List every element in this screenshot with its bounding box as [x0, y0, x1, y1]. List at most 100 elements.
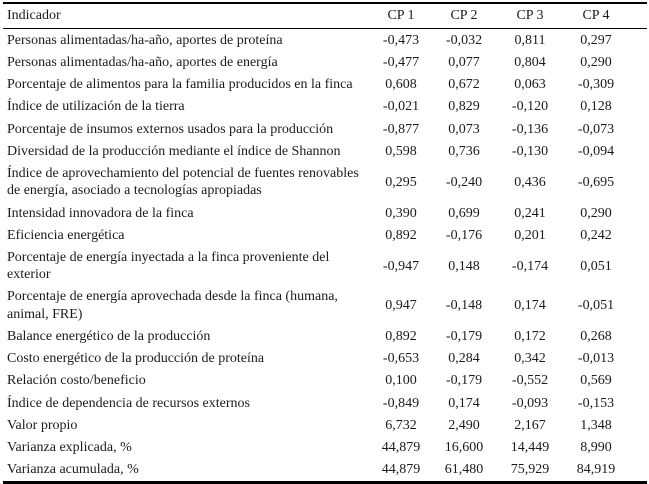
indicator-cell: Personas alimentadas/ha-año, aportes de …: [7, 54, 278, 70]
indicator-cell: Balance energético de la producción: [7, 328, 211, 344]
value-cell: 0,201: [514, 227, 546, 243]
value-cell: -0,179: [445, 373, 483, 389]
value-cell: 0,569: [580, 373, 612, 389]
indicator-cell: Porcentaje de insumos externos usados pa…: [7, 121, 334, 137]
indicator-cell: Índice de utilización de la tierra: [7, 99, 185, 115]
value-cell: -0,176: [445, 227, 483, 243]
value-cell: 0,268: [580, 328, 612, 344]
table-row: Personas alimentadas/ha-año, aportes de …: [3, 51, 647, 73]
header-spacer: [629, 2, 647, 30]
value-cell: 0,947: [385, 298, 417, 314]
value-cell: 0,892: [385, 328, 417, 344]
indicator-cell: Varianza acumulada, %: [3, 458, 371, 484]
table-row: Porcentaje de energía inyectada a la fin…: [3, 247, 647, 286]
table-row: Relación costo/beneficio 0,100 -0,179 -0…: [3, 370, 647, 392]
value-cell: -0,021: [382, 99, 420, 115]
value-cell: 61,480: [431, 458, 497, 484]
spacer-cell: [629, 437, 647, 459]
value-cell: 0,241: [514, 205, 546, 221]
indicator-cell: Personas alimentadas/ha-año, aportes de …: [7, 32, 283, 48]
value-cell: 0,811: [514, 32, 546, 48]
value-cell: 1,348: [580, 417, 612, 433]
value-cell: 2,490: [448, 417, 480, 433]
value-cell: -0,136: [511, 121, 549, 137]
spacer-cell: [629, 74, 647, 96]
spacer-cell: [629, 392, 647, 414]
value-cell: 44,879: [371, 458, 431, 484]
value-cell: 2,167: [514, 417, 546, 433]
column-header-cp4: CP 4: [563, 2, 629, 30]
value-cell: 0,892: [385, 227, 417, 243]
spacer-cell: [629, 247, 647, 286]
spacer-cell: [629, 370, 647, 392]
value-cell: -0,013: [577, 351, 615, 367]
value-cell: -0,695: [577, 174, 615, 190]
value-cell: 0,242: [580, 227, 612, 243]
spacer-cell: [629, 414, 647, 436]
value-cell: -0,153: [577, 395, 615, 411]
table-row: Varianza acumulada, % 44,879 61,480 75,9…: [3, 458, 647, 484]
indicator-cell: Varianza explicada, %: [7, 440, 132, 456]
table-row: Eficiencia energética 0,892 -0,176 0,201…: [3, 224, 647, 246]
value-cell: 0,297: [580, 32, 612, 48]
value-cell: 44,879: [381, 440, 421, 456]
value-cell: 0,804: [514, 54, 546, 70]
spacer-cell: [629, 224, 647, 246]
indicator-cell: Eficiencia energética: [7, 227, 125, 243]
value-cell: -0,947: [382, 258, 420, 274]
value-cell: 0,063: [514, 77, 546, 93]
value-cell: -0,477: [382, 54, 420, 70]
value-cell: 0,699: [448, 205, 480, 221]
indicator-cell: Índice de dependencia de recursos extern…: [7, 395, 250, 411]
value-cell: -0,552: [511, 373, 549, 389]
value-cell: 0,051: [580, 258, 612, 274]
table-row: Porcentaje de insumos externos usados pa…: [3, 118, 647, 140]
value-cell: 0,148: [448, 258, 480, 274]
table-row: Diversidad de la producción mediante el …: [3, 140, 647, 162]
value-cell: -0,473: [382, 32, 420, 48]
indicator-cell: Porcentaje de alimentos para la familia …: [7, 77, 353, 93]
spacer-cell: [629, 140, 647, 162]
indicator-cell: Índice de aprovechamiento del potencial …: [7, 166, 359, 199]
value-cell: 14,449: [510, 440, 550, 456]
value-cell: -0,032: [445, 32, 483, 48]
indicator-cell: Porcentaje de energía aprovechada desde …: [7, 289, 338, 322]
value-cell: 0,172: [514, 328, 546, 344]
value-cell: -0,877: [382, 121, 420, 137]
value-cell: 0,290: [580, 54, 612, 70]
value-cell: 0,608: [385, 77, 417, 93]
value-cell: 0,598: [385, 144, 417, 159]
value-cell: 6,732: [385, 417, 417, 433]
value-cell: 8,990: [580, 440, 612, 456]
spacer-cell: [629, 96, 647, 118]
spacer-cell: [629, 458, 647, 484]
value-cell: -0,130: [511, 144, 549, 159]
value-cell: -0,309: [577, 77, 615, 93]
value-cell: 0,077: [448, 54, 480, 70]
table-header-row: Indicador CP 1 CP 2 CP 3 CP 4: [3, 2, 647, 30]
value-cell: 84,919: [563, 458, 629, 484]
value-cell: -0,093: [511, 395, 549, 411]
value-cell: 0,672: [448, 77, 480, 93]
indicator-cell: Costo energético de la producción de pro…: [7, 351, 265, 367]
value-cell: -0,174: [511, 258, 549, 274]
value-cell: 0,073: [448, 121, 480, 137]
value-cell: 0,100: [385, 373, 417, 389]
table-row: Varianza explicada, % 44,879 16,600 14,4…: [3, 437, 647, 459]
spacer-cell: [629, 51, 647, 73]
spacer-cell: [629, 202, 647, 224]
indicator-cell: Diversidad de la producción mediante el …: [7, 144, 341, 159]
value-cell: 16,600: [444, 440, 484, 456]
spacer-cell: [629, 286, 647, 325]
column-header-cp1: CP 1: [371, 2, 431, 30]
value-cell: 0,174: [514, 298, 546, 314]
spacer-cell: [629, 163, 647, 202]
value-cell: -0,148: [445, 298, 483, 314]
value-cell: 0,342: [514, 351, 546, 367]
indicator-cell: Porcentaje de energía inyectada a la fin…: [7, 250, 330, 283]
value-cell: 0,290: [580, 205, 612, 221]
spacer-cell: [629, 118, 647, 140]
spacer-cell: [629, 29, 647, 52]
indicator-cell: Relación costo/beneficio: [7, 373, 146, 389]
table-row: Porcentaje de alimentos para la familia …: [3, 74, 647, 96]
